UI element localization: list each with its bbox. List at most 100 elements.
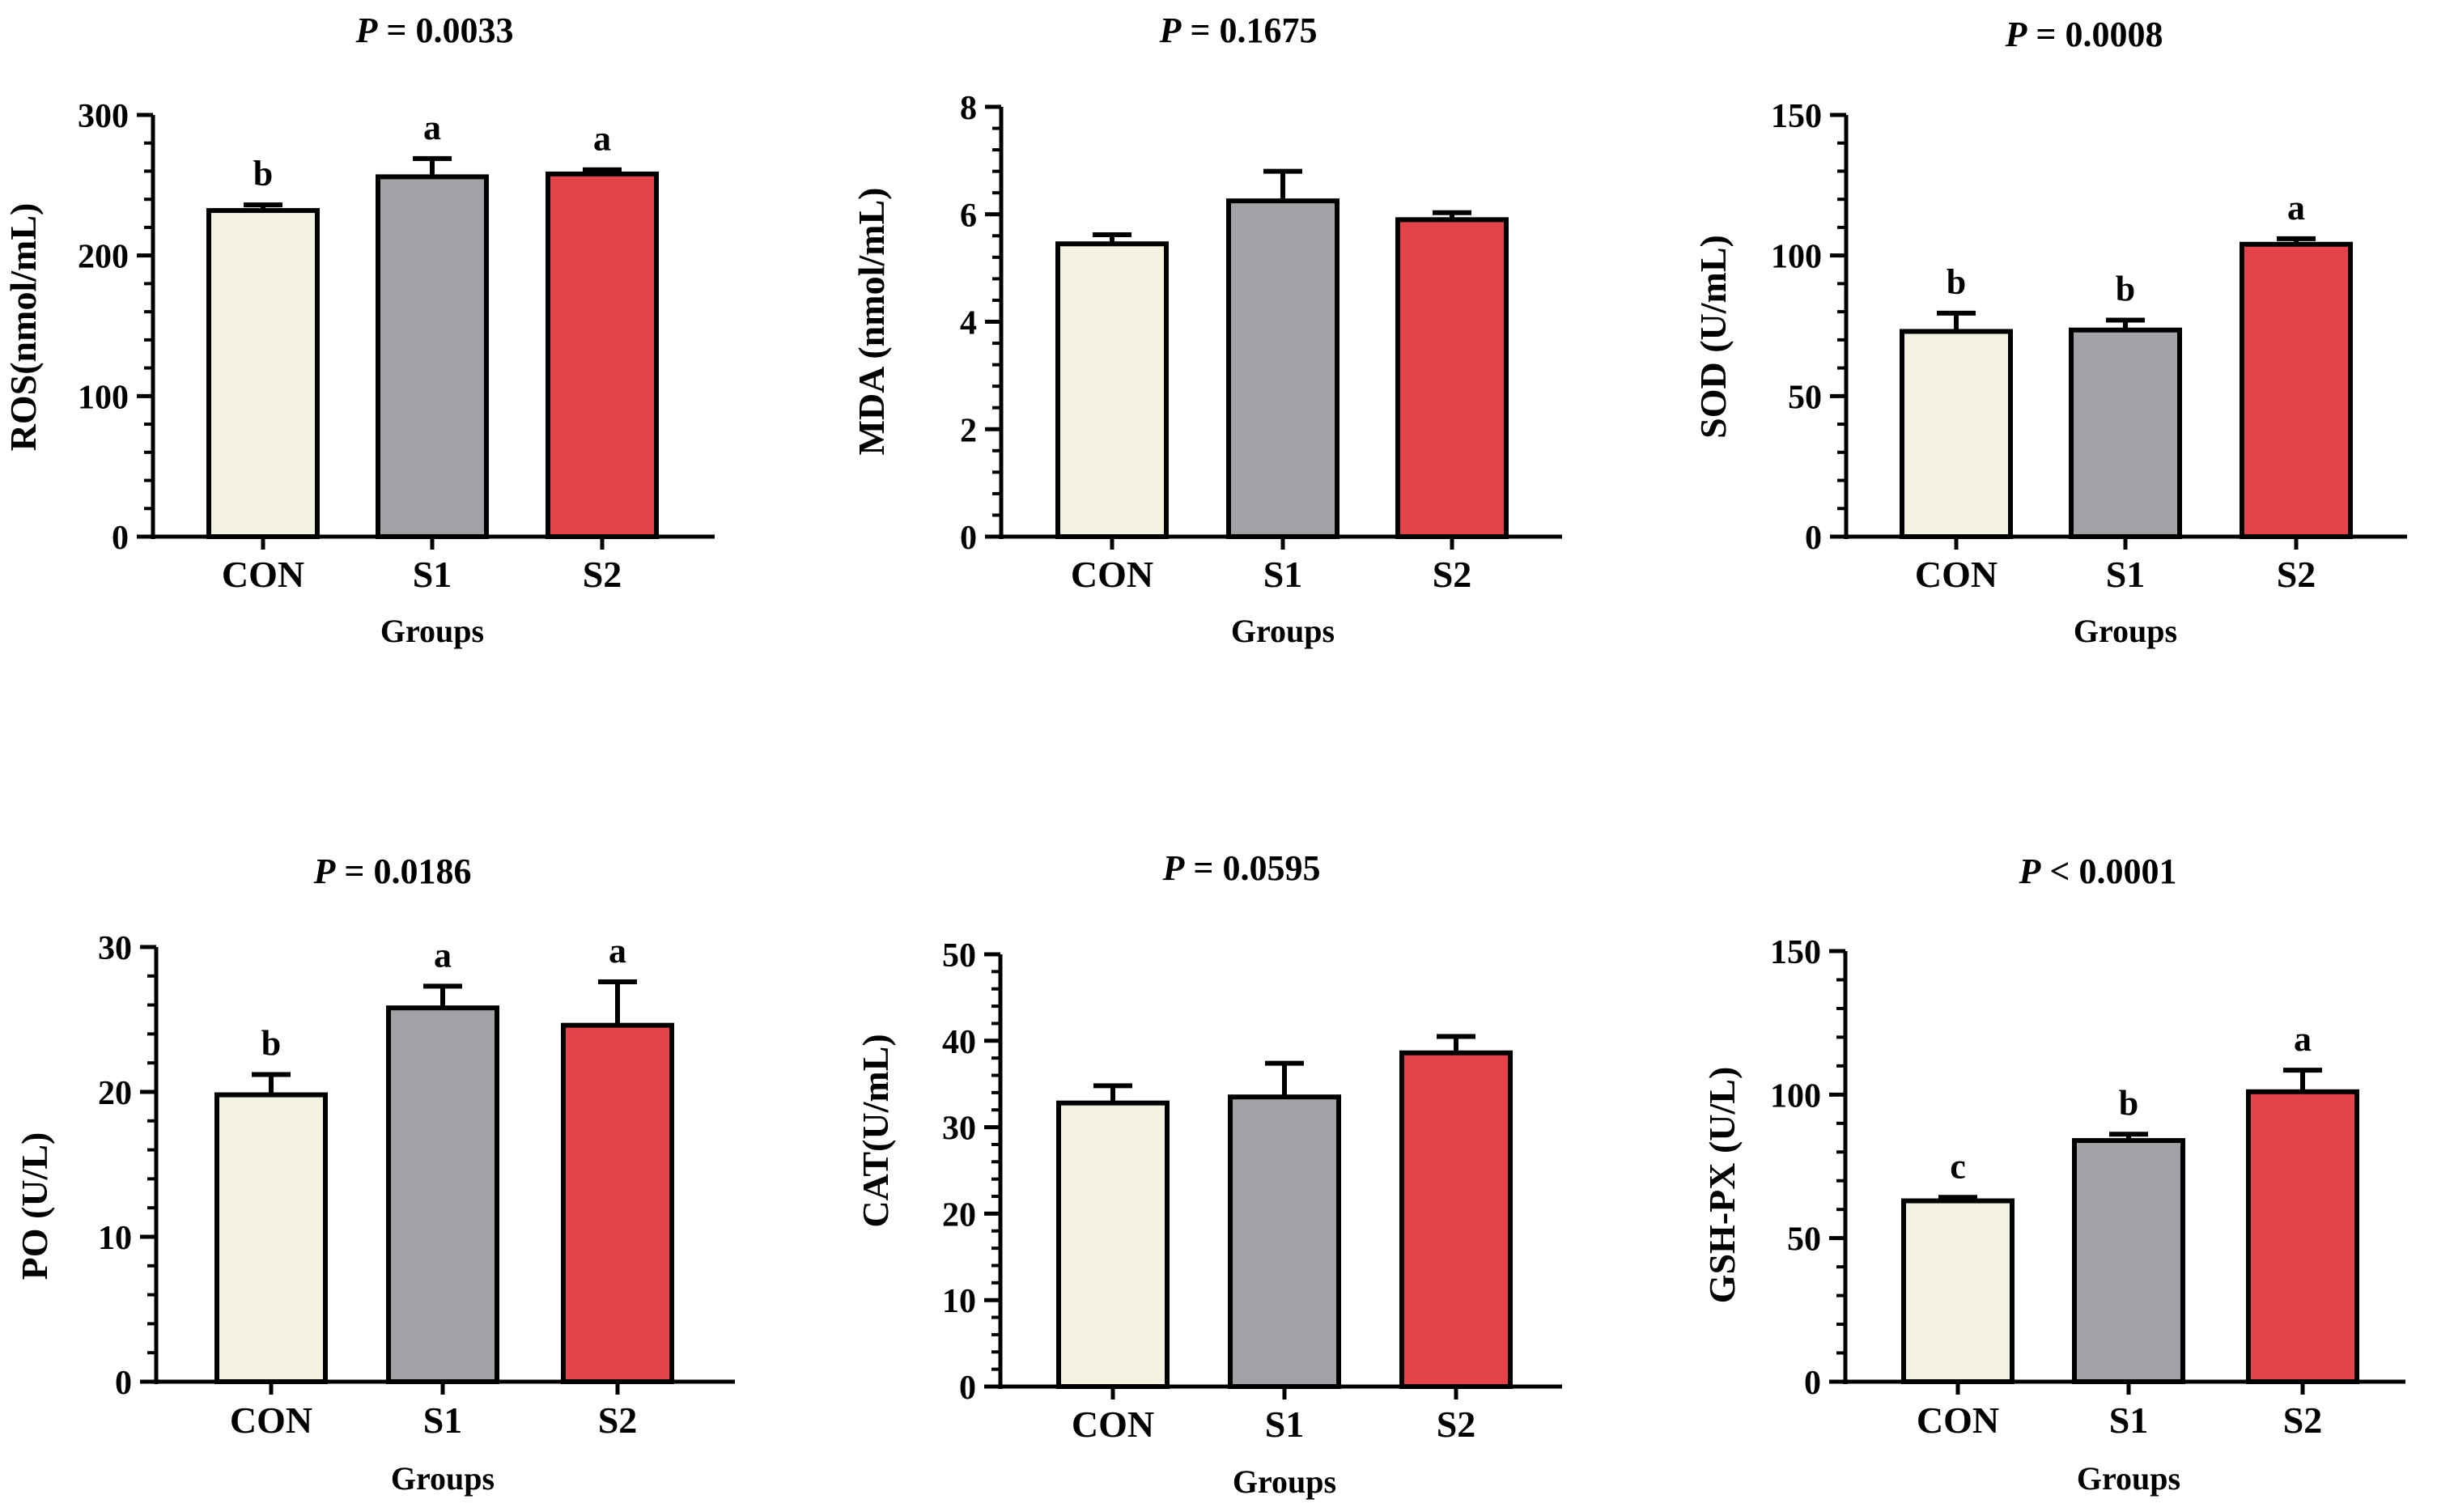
p-value: = 0.0033 <box>377 11 513 50</box>
y-tick-label: 40 <box>942 1024 976 1061</box>
bar-s1 <box>2069 327 2182 539</box>
y-tick-label: 100 <box>1771 239 1822 276</box>
bar-s1 <box>386 1005 499 1385</box>
x-axis-label: Groups <box>380 613 484 649</box>
x-tick-label: CON <box>230 1399 312 1441</box>
x-tick-label: CON <box>1072 1404 1154 1445</box>
chart-panel-2: P = 0.1675 CON S1 S2 0 2 4 6 8 MDA (nmol/mL) Group… <box>851 11 1562 649</box>
chart-panel-3: P = 0.0008 b CON b S1 a S2 0 50 100 150 SOD (U/mL) G… <box>1692 15 2407 649</box>
bar-con <box>214 1092 328 1384</box>
p-value: = 0.0008 <box>2027 15 2163 54</box>
x-tick-label: S2 <box>1433 554 1472 595</box>
significance-letter: b <box>261 1024 281 1064</box>
bar-con <box>206 208 320 539</box>
chart-panel-1: P = 0.0033 b CON a S1 a S2 0 100 200 300 ROS(nmol/m… <box>2 11 715 649</box>
significance-letter: b <box>2116 270 2135 309</box>
x-tick-label: S1 <box>413 554 452 595</box>
significance-letter: a <box>609 931 626 970</box>
y-tick-label: 30 <box>942 1111 976 1148</box>
x-tick-label: CON <box>1071 554 1153 595</box>
significance-letter: a <box>423 108 441 147</box>
y-tick-label: 200 <box>78 239 129 276</box>
x-tick-label: S1 <box>1265 1404 1305 1445</box>
y-tick-label: 50 <box>1788 379 1822 416</box>
p-value: = 0.0595 <box>1184 848 1320 888</box>
x-tick-label: S2 <box>583 554 622 595</box>
y-tick-label: 8 <box>960 90 977 127</box>
chart-title: P = 0.0186 <box>313 852 472 891</box>
significance-letter: c <box>1950 1146 1966 1186</box>
y-axis-label: CAT(U/mL) <box>855 1034 896 1227</box>
bar-s2 <box>2246 1089 2359 1384</box>
significance-letter: a <box>434 935 452 975</box>
x-tick-label: CON <box>1915 554 1998 595</box>
y-tick-label: 0 <box>1804 1365 1821 1402</box>
bar-con <box>1900 329 2013 539</box>
chart-panel-5: P = 0.0595 CON S1 S2 0 10 20 30 40 50 CAT(U/mL) Gro… <box>855 848 1562 1500</box>
y-tick-label: 0 <box>1805 520 1822 557</box>
bar-s1 <box>1228 1094 1341 1389</box>
p-value: = 0.1675 <box>1181 11 1317 50</box>
y-tick-label: 0 <box>112 520 129 557</box>
x-tick-label: CON <box>1917 1399 1999 1441</box>
chart-title: P = 0.1675 <box>1159 11 1318 50</box>
p-symbol: P <box>313 852 337 891</box>
y-tick-label: 300 <box>78 98 129 135</box>
x-axis-label: Groups <box>2074 613 2177 649</box>
x-axis-label: Groups <box>391 1460 495 1497</box>
x-tick-label: S1 <box>423 1399 463 1441</box>
y-tick-label: 10 <box>942 1283 976 1320</box>
chart-title: P = 0.0008 <box>2005 15 2163 54</box>
bar-con <box>1055 241 1169 539</box>
y-tick-label: 0 <box>959 1370 976 1407</box>
y-tick-label: 0 <box>960 520 977 557</box>
significance-letter: b <box>253 154 273 193</box>
p-value: < 0.0001 <box>2040 852 2176 891</box>
bar-s1 <box>376 174 489 539</box>
y-axis-label: GSH-PX (U/L) <box>1701 1067 1743 1304</box>
y-tick-label: 150 <box>1770 934 1821 971</box>
y-tick-label: 2 <box>960 412 977 449</box>
x-axis-label: Groups <box>2077 1460 2180 1497</box>
significance-letter: a <box>2294 1019 2312 1059</box>
y-tick-label: 20 <box>98 1075 132 1112</box>
p-symbol: P <box>2005 15 2028 54</box>
y-tick-label: 50 <box>1787 1221 1821 1259</box>
x-tick-label: S2 <box>1437 1404 1476 1445</box>
significance-letter: a <box>593 119 611 159</box>
y-axis-label: PO (U/L) <box>14 1132 55 1281</box>
y-axis-label: MDA (nmol/mL) <box>851 188 892 456</box>
bar-s2 <box>1395 217 1509 539</box>
x-tick-label: CON <box>222 554 304 595</box>
chart-title: P = 0.0033 <box>355 11 514 50</box>
x-tick-label: S1 <box>2106 554 2146 595</box>
bar-s1 <box>2072 1138 2185 1384</box>
x-tick-label: S2 <box>2283 1399 2323 1441</box>
x-tick-label: S1 <box>1263 554 1303 595</box>
x-tick-label: S1 <box>2109 1399 2149 1441</box>
bar-s2 <box>2240 241 2353 539</box>
p-symbol: P <box>1162 848 1186 888</box>
x-axis-label: Groups <box>1231 613 1335 649</box>
significance-letter: b <box>1947 262 1966 302</box>
y-tick-label: 30 <box>98 930 132 967</box>
y-tick-label: 50 <box>942 937 976 975</box>
bar-s1 <box>1226 198 1340 539</box>
x-axis-label: Groups <box>1233 1463 1336 1500</box>
y-tick-label: 4 <box>960 305 977 342</box>
y-tick-label: 100 <box>1770 1077 1821 1115</box>
bar-con <box>1056 1100 1170 1390</box>
significance-letter: b <box>2119 1083 2138 1123</box>
chart-title: P = 0.0595 <box>1162 848 1321 888</box>
y-tick-label: 10 <box>98 1220 132 1257</box>
chart-title: P < 0.0001 <box>2019 852 2177 891</box>
bar-s2 <box>561 1022 674 1385</box>
p-symbol: P <box>355 11 379 50</box>
y-tick-label: 20 <box>942 1196 976 1234</box>
p-symbol: P <box>2019 852 2042 891</box>
bar-s2 <box>546 171 659 539</box>
y-tick-label: 100 <box>78 379 129 416</box>
x-tick-label: S2 <box>598 1399 638 1441</box>
bar-con <box>1901 1198 2015 1385</box>
